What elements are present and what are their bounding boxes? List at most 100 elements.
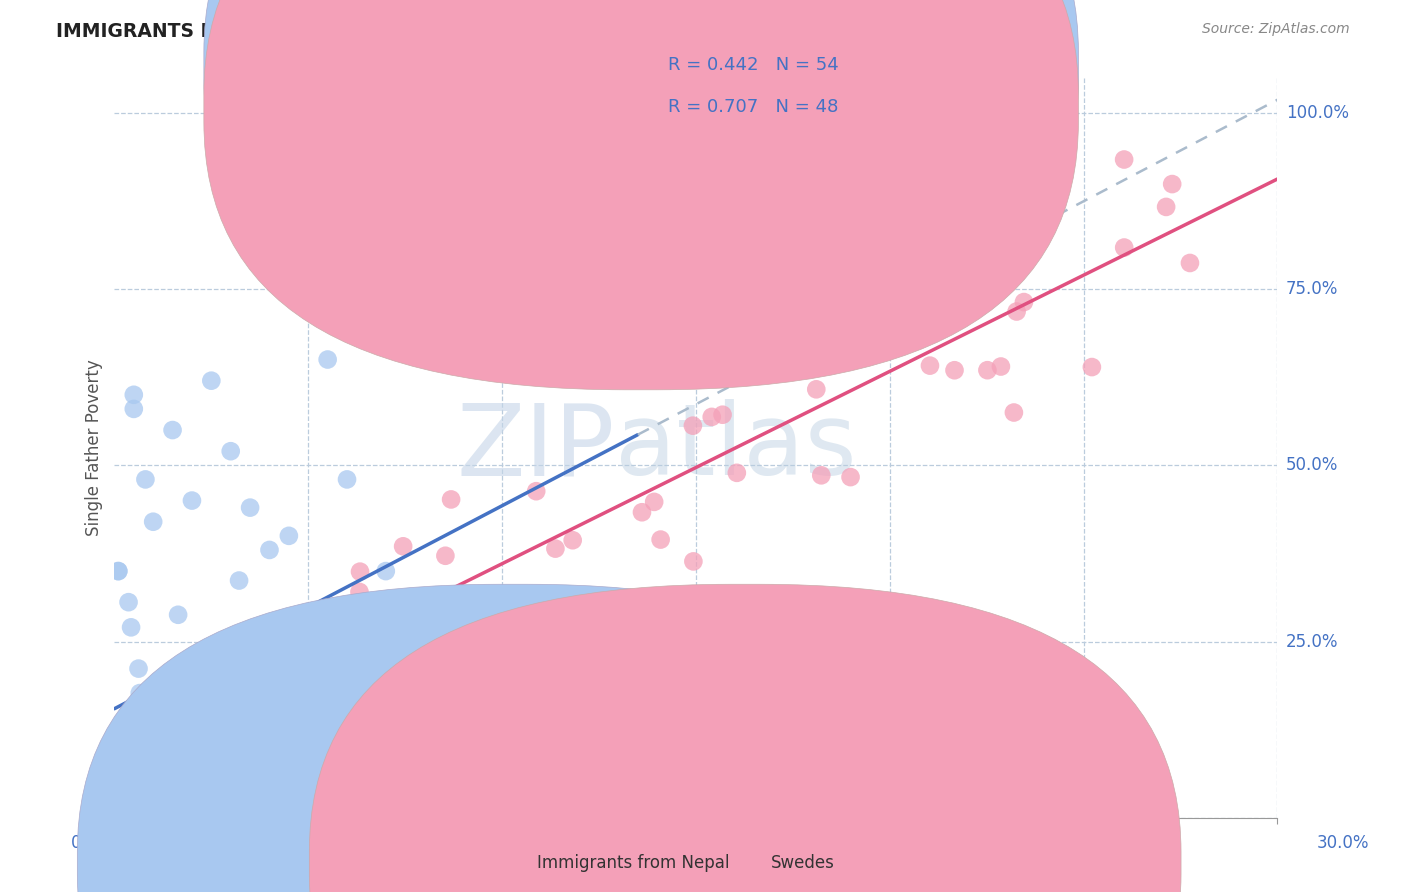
Point bbox=[228, 574, 250, 588]
Point bbox=[181, 493, 204, 508]
Text: R = 0.707   N = 48: R = 0.707 N = 48 bbox=[668, 98, 838, 116]
Point bbox=[153, 673, 176, 688]
Point bbox=[374, 564, 396, 578]
Point bbox=[169, 769, 191, 783]
Point bbox=[169, 686, 191, 700]
Point bbox=[162, 423, 184, 437]
Text: 50.0%: 50.0% bbox=[1286, 457, 1339, 475]
Point bbox=[115, 719, 138, 733]
Point bbox=[243, 748, 266, 763]
Point bbox=[392, 539, 415, 553]
Point bbox=[347, 684, 370, 698]
Text: 30.0%: 30.0% bbox=[1316, 834, 1369, 852]
Point bbox=[259, 543, 281, 558]
Point bbox=[806, 382, 828, 396]
Point bbox=[359, 650, 381, 665]
Point bbox=[135, 773, 157, 788]
Point bbox=[128, 803, 150, 817]
Point bbox=[1114, 241, 1136, 255]
Point bbox=[115, 786, 138, 800]
Point bbox=[205, 755, 228, 769]
Point bbox=[108, 804, 131, 818]
Point bbox=[561, 533, 583, 548]
Point bbox=[134, 472, 156, 486]
Point bbox=[117, 792, 139, 806]
Point bbox=[155, 792, 177, 806]
Point bbox=[107, 780, 129, 794]
Point bbox=[711, 408, 734, 422]
Point bbox=[339, 707, 361, 722]
Point bbox=[114, 784, 136, 798]
Point bbox=[1012, 295, 1035, 310]
Text: 100.0%: 100.0% bbox=[1286, 103, 1348, 121]
Point bbox=[373, 656, 395, 670]
Point bbox=[122, 401, 145, 416]
Point bbox=[1161, 177, 1184, 191]
Point bbox=[226, 636, 249, 650]
Point bbox=[314, 753, 336, 767]
Text: 25.0%: 25.0% bbox=[1286, 632, 1339, 650]
Point bbox=[117, 595, 139, 609]
Point bbox=[128, 686, 150, 700]
Point bbox=[184, 773, 207, 788]
Point bbox=[224, 674, 246, 689]
Point bbox=[167, 704, 190, 718]
Point bbox=[128, 662, 150, 676]
Point bbox=[544, 541, 567, 556]
Point bbox=[943, 363, 966, 377]
Point bbox=[107, 564, 129, 578]
Point bbox=[118, 798, 141, 813]
Point bbox=[117, 734, 139, 748]
Point bbox=[129, 796, 152, 810]
Text: atlas: atlas bbox=[614, 400, 856, 496]
Point bbox=[200, 374, 222, 388]
Point bbox=[211, 745, 233, 759]
Text: Swedes: Swedes bbox=[770, 855, 834, 872]
Point bbox=[156, 698, 179, 713]
Text: R = 0.442   N = 54: R = 0.442 N = 54 bbox=[668, 56, 838, 74]
Point bbox=[129, 730, 152, 744]
Point bbox=[239, 500, 262, 515]
Point bbox=[136, 800, 159, 814]
Point bbox=[146, 783, 169, 797]
Point bbox=[188, 794, 211, 808]
Text: IMMIGRANTS FROM NEPAL VS SWEDISH SINGLE FATHER POVERTY CORRELATION CHART: IMMIGRANTS FROM NEPAL VS SWEDISH SINGLE … bbox=[56, 22, 979, 41]
Text: 0.0%: 0.0% bbox=[70, 834, 112, 852]
Point bbox=[349, 585, 371, 599]
Point bbox=[107, 564, 129, 578]
Point bbox=[336, 472, 359, 486]
Point bbox=[1178, 256, 1201, 270]
Point bbox=[725, 466, 748, 480]
Point bbox=[173, 801, 195, 815]
Point bbox=[276, 739, 298, 754]
Text: Source: ZipAtlas.com: Source: ZipAtlas.com bbox=[1202, 22, 1350, 37]
Point bbox=[839, 470, 862, 484]
Point bbox=[311, 668, 333, 682]
Point bbox=[120, 620, 142, 634]
Point bbox=[195, 804, 218, 818]
Point bbox=[1002, 405, 1025, 419]
Point bbox=[218, 700, 240, 714]
Point bbox=[1154, 200, 1177, 214]
Point bbox=[440, 492, 463, 507]
Point bbox=[1005, 304, 1028, 318]
Point bbox=[714, 280, 737, 294]
Point bbox=[682, 554, 704, 568]
Point bbox=[143, 800, 166, 814]
Point bbox=[976, 363, 998, 377]
Point bbox=[682, 418, 704, 433]
Point bbox=[810, 468, 832, 483]
Point bbox=[122, 388, 145, 402]
Point bbox=[631, 505, 654, 519]
Point bbox=[219, 444, 242, 458]
Point bbox=[918, 359, 941, 373]
Point bbox=[643, 495, 665, 509]
Point bbox=[993, 259, 1015, 273]
Point bbox=[167, 607, 190, 622]
Point bbox=[990, 359, 1012, 374]
Point bbox=[650, 533, 672, 547]
Point bbox=[222, 716, 245, 731]
Y-axis label: Single Father Poverty: Single Father Poverty bbox=[86, 359, 103, 536]
Point bbox=[110, 804, 132, 818]
Point bbox=[277, 529, 299, 543]
